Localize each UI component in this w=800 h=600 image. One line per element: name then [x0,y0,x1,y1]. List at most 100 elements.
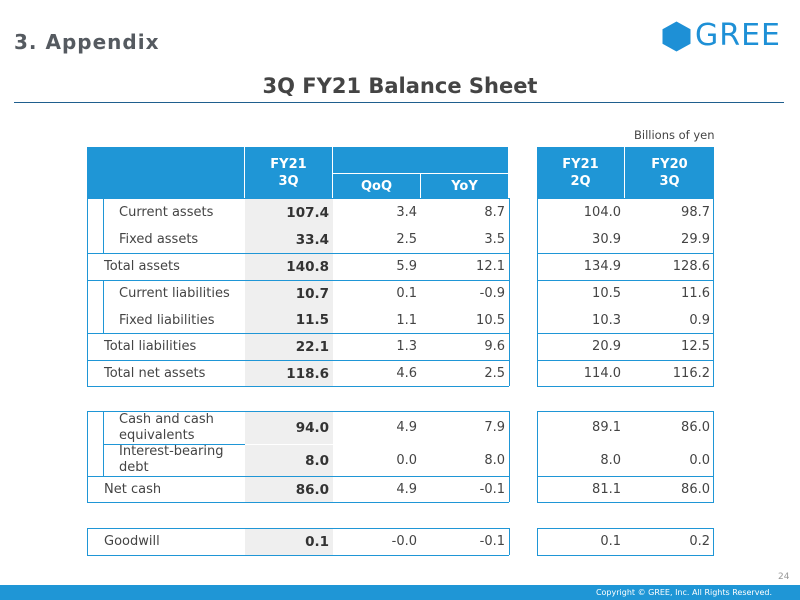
row-rule [87,502,509,503]
fy21-3q-value: 86.0 [245,477,333,502]
table-border [537,528,538,555]
header-label-blank [87,147,245,198]
row-rule [87,476,509,477]
row-label: Net cash [104,481,162,497]
fy20-3q-value: 128.6 [672,259,710,274]
indent-bracket [103,198,104,253]
row-rule [537,198,714,199]
fy21-2q-value: 0.1 [600,534,621,549]
row-rule [87,411,509,412]
fy20-3q-value: 29.9 [681,232,710,247]
fy21-3q-value: 10.7 [245,281,333,307]
yoy-value: 12.1 [476,259,505,274]
fy20-3q-value: 12.5 [681,339,710,354]
section-title: 3. Appendix [14,30,160,54]
fy21-2q-value: 10.3 [592,312,621,328]
footer-bar [0,585,800,600]
table-border [509,411,510,502]
row-rule [537,333,714,334]
yoy-value: 8.0 [484,452,505,468]
table-border [713,411,714,502]
row-rule [87,280,509,281]
indent-bracket [103,411,104,476]
fy21-2q-value: 20.9 [592,339,621,354]
fy21-3q-value: 140.8 [245,254,333,280]
row-rule [87,528,509,529]
table-border [87,198,88,386]
fy21-2q-value: 10.5 [592,286,621,301]
logo-text: GREE [695,18,782,53]
header-qoq: QoQ [333,173,421,198]
qoq-value: 1.3 [396,339,417,354]
table-border [537,198,538,386]
row-label: Interest-bearing debt [119,444,224,475]
indent-bracket [103,280,104,333]
fy20-3q-value: 0.2 [689,534,710,549]
row-rule [537,253,714,254]
row-label: Fixed liabilities [119,312,215,328]
fy21-3q-value: 33.4 [245,226,333,253]
qoq-value: 0.0 [396,452,417,468]
row-rule [537,411,714,412]
gree-logo: GREE [662,20,781,52]
yoy-value: -0.9 [479,286,505,301]
fy21-3q-value: 118.6 [245,361,333,386]
qoq-value: 4.9 [396,481,417,497]
fy21-3q-value: 22.1 [245,334,333,360]
qoq-value: 5.9 [396,259,417,274]
yoy-value: 3.5 [484,232,505,247]
yoy-value: -0.1 [479,481,505,497]
qoq-value: 3.4 [396,204,417,220]
fy21-3q-value: 0.1 [245,529,333,555]
row-rule [87,360,509,361]
row-rule [537,280,714,281]
table-border [713,198,714,386]
indent-bracket-rule [103,444,245,445]
table-border [87,411,88,502]
qoq-value: 4.9 [396,420,417,435]
fy21-2q-value: 89.1 [592,420,621,435]
fy21-2q-value: 81.1 [592,481,621,497]
table-border [87,528,88,555]
fy20-3q-value: 86.0 [681,420,710,435]
row-label: Total net assets [104,365,206,381]
fy20-3q-value: 0.0 [689,452,710,468]
fy20-3q-value: 98.7 [681,204,710,220]
row-label: Current assets [119,204,214,220]
fy21-2q-value: 8.0 [600,452,621,468]
row-rule [537,476,714,477]
hexagon-logo-icon [662,21,691,51]
table-border [537,411,538,502]
header-fy20-3q: FY20 3Q [625,147,714,198]
yoy-value: -0.1 [479,534,505,549]
copyright-text: Copyright © GREE, Inc. All Rights Reserv… [595,588,772,597]
row-rule [537,360,714,361]
row-rule [87,253,509,254]
header-yoy: YoY [421,173,509,198]
table-border [713,528,714,555]
row-rule [87,555,509,556]
fy20-3q-value: 86.0 [681,481,710,497]
header-fy21-2q: FY21 2Q [537,147,625,198]
row-label: Cash and cash equivalents [119,411,214,443]
fy20-3q-value: 11.6 [681,286,710,301]
yoy-value: 7.9 [484,420,505,435]
row-label: Fixed assets [119,232,199,247]
row-rule [537,386,714,387]
row-label: Goodwill [104,534,160,549]
qoq-value: -0.0 [391,534,417,549]
fy21-2q-value: 104.0 [583,204,621,220]
qoq-value: 4.6 [396,365,417,381]
qoq-value: 1.1 [396,312,417,328]
title-divider [14,102,784,103]
row-label: Total assets [104,259,180,274]
fy21-3q-value: 107.4 [245,199,333,226]
row-rule [537,528,714,529]
yoy-value: 2.5 [484,365,505,381]
row-rule [87,333,509,334]
header-change-group [333,147,509,173]
fy21-3q-value: 8.0 [245,445,333,476]
row-rule [537,555,714,556]
qoq-value: 2.5 [396,232,417,247]
row-label: Current liabilities [119,286,230,301]
